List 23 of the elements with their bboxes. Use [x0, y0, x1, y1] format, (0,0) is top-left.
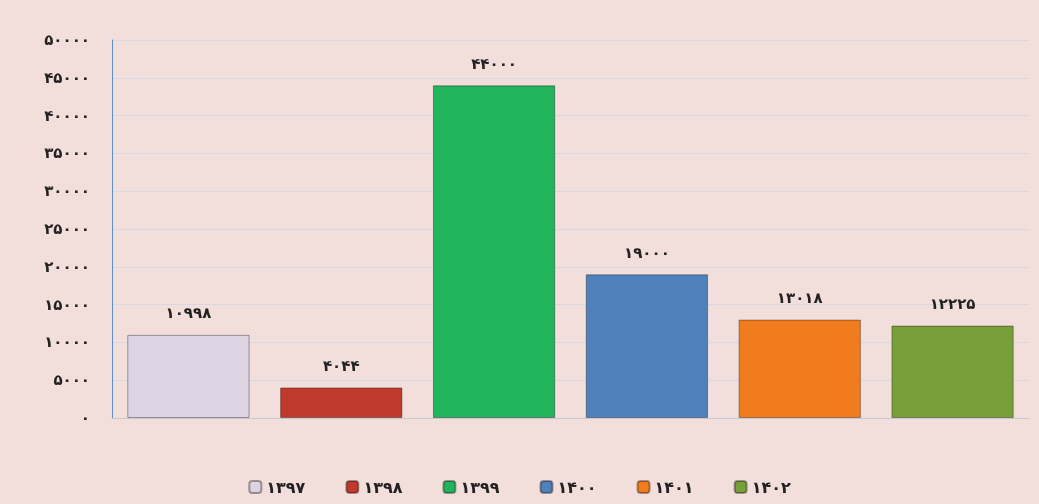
legend-label: ۱۴۰۲: [751, 477, 791, 497]
data-label: ۴۰۴۴: [322, 356, 360, 375]
legend-label: ۱۴۰۱: [654, 477, 694, 497]
data-label: ۱۹۰۰۰: [624, 243, 670, 262]
y-tick-label: ۰: [80, 409, 90, 427]
y-tick-label: ۲۰۰۰۰: [44, 257, 90, 276]
data-label: ۴۴۰۰۰: [471, 54, 517, 73]
y-tick-label: ۵۰۰۰۰: [44, 31, 90, 49]
y-tick-label: ۳۵۰۰۰: [44, 144, 90, 163]
legend-label: ۱۳۹۷: [266, 477, 306, 497]
y-tick-label: ۲۵۰۰۰: [44, 220, 90, 238]
y-tick-label: ۴۰۰۰۰: [44, 106, 90, 125]
y-tick-label: ۳۰۰۰۰: [44, 182, 90, 201]
y-tick-label: ۵۰۰۰: [53, 371, 90, 390]
y-tick-label: ۱۵۰۰۰: [44, 295, 90, 314]
legend-label: ۱۳۹۹: [460, 477, 500, 497]
data-label: ۱۳۰۱۸: [776, 289, 823, 308]
y-tick-label: ۱۰۰۰۰: [44, 333, 90, 352]
data-label: ۱۰۹۹۸: [165, 304, 212, 323]
legend-label: ۱۳۹۸: [363, 477, 403, 497]
data-label: ۱۲۲۲۵: [929, 295, 976, 314]
y-tick-label: ۴۵۰۰۰: [44, 68, 90, 87]
legend-label: ۱۴۰۰: [557, 477, 597, 497]
